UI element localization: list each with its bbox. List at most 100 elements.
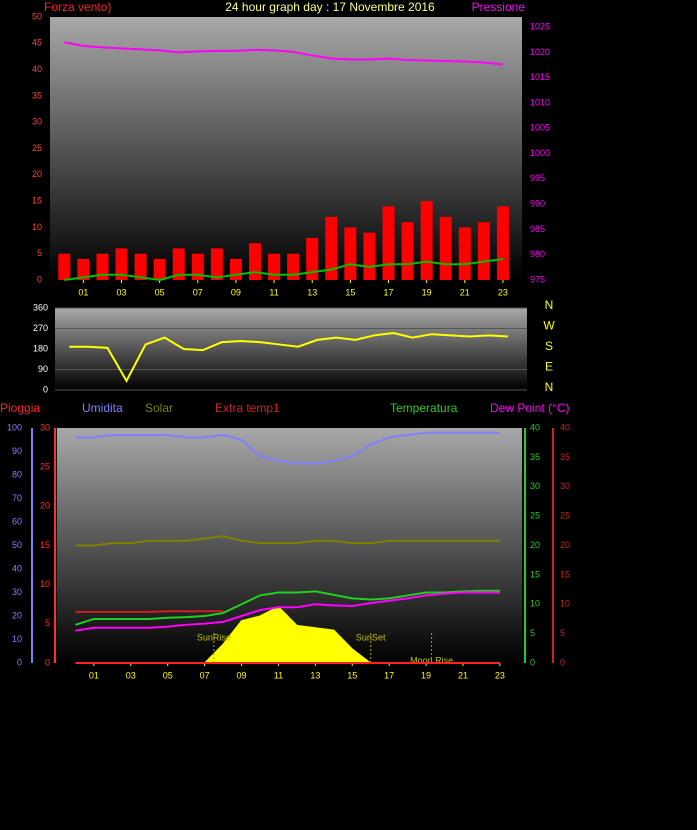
x-tick-label: 15: [345, 287, 355, 297]
y-tick-label: 10: [530, 599, 540, 609]
y-tick-label: 1000: [530, 148, 550, 158]
y-tick-label: 10: [32, 222, 42, 232]
bar: [58, 253, 71, 280]
x-tick-label: 19: [421, 670, 431, 680]
y-tick-label: 15: [32, 195, 42, 205]
y-tick-label: 35: [530, 452, 540, 462]
bar: [153, 258, 166, 280]
bar: [287, 253, 300, 280]
bar: [496, 206, 509, 280]
y-tick-label: 270: [33, 323, 48, 333]
y-tick-label: 1010: [530, 97, 550, 107]
direction-label: N: [545, 380, 554, 394]
y-tick-label: 30: [32, 117, 42, 127]
legend-entry: Pioggia: [0, 401, 40, 415]
legend-entry: Umidita: [82, 401, 123, 415]
y2-axis-label: Pressione: [472, 0, 526, 14]
x-tick-label: 13: [310, 670, 320, 680]
y-tick-label: 35: [560, 452, 570, 462]
y-tick-label: 30: [12, 587, 22, 597]
series-line: [75, 589, 500, 626]
y-tick-label: 15: [40, 540, 50, 550]
y-tick-label: 45: [32, 38, 42, 48]
x-tick-label: 11: [274, 670, 283, 680]
y-tick-label: 80: [12, 469, 22, 479]
y-tick-label: 0: [560, 657, 565, 667]
x-tick-label: 09: [237, 670, 247, 680]
x-tick-label: 05: [155, 287, 165, 297]
y-tick-label: 10: [12, 634, 22, 644]
series-line: [75, 591, 500, 632]
x-tick-label: 07: [193, 287, 203, 297]
annotation: SunSet: [356, 632, 386, 642]
y-tick-label: 0: [530, 657, 535, 667]
y-tick-label: 1015: [530, 72, 550, 82]
x-tick-label: 17: [384, 670, 394, 680]
x-tick-label: 15: [347, 670, 357, 680]
bar: [363, 232, 376, 280]
y-tick-label: 5: [45, 618, 50, 628]
bar: [210, 248, 223, 280]
y-tick-label: 35: [32, 90, 42, 100]
y-tick-label: 15: [560, 569, 570, 579]
y-tick-label: 20: [12, 610, 22, 620]
bar: [306, 237, 319, 280]
direction-label: W: [543, 319, 555, 333]
bar: [77, 258, 90, 280]
y-tick-label: 40: [12, 563, 22, 573]
y-tick-label: 40: [530, 422, 540, 432]
y-tick-label: 25: [40, 462, 50, 472]
bar: [325, 216, 338, 280]
y-tick-label: 20: [40, 501, 50, 511]
y-tick-label: 990: [530, 199, 545, 209]
y-tick-label: 1005: [530, 123, 550, 133]
y-tick-label: 20: [560, 540, 570, 550]
x-tick-label: 01: [89, 670, 99, 680]
x-tick-label: 21: [458, 670, 468, 680]
y-tick-label: 60: [12, 516, 22, 526]
y-tick-label: 985: [530, 224, 545, 234]
y-tick-label: 30: [560, 481, 570, 491]
bar: [191, 253, 204, 280]
x-tick-label: 23: [495, 670, 505, 680]
y-tick-label: 5: [530, 628, 535, 638]
x-tick-label: 01: [78, 287, 88, 297]
y-tick-label: 975: [530, 274, 545, 284]
bar: [134, 253, 147, 280]
y-tick-label: 0: [45, 657, 50, 667]
y-tick-label: 5: [37, 248, 42, 258]
bar: [401, 222, 414, 280]
bar: [420, 201, 433, 280]
direction-label: S: [545, 339, 553, 353]
x-tick-label: 17: [383, 287, 393, 297]
bar: [344, 227, 357, 280]
y-tick-label: 25: [560, 511, 570, 521]
bar: [439, 216, 452, 280]
y-tick-label: 25: [32, 143, 42, 153]
y-tick-label: 1020: [530, 47, 550, 57]
y-tick-label: 40: [560, 422, 570, 432]
y-tick-label: 50: [12, 540, 22, 550]
x-tick-label: 07: [200, 670, 210, 680]
legend-entry: Solar: [145, 401, 173, 415]
legend-entry: Extra temp1: [215, 401, 280, 415]
y-tick-label: 50: [32, 11, 42, 21]
y-tick-label: 180: [33, 343, 48, 353]
x-tick-label: 19: [422, 287, 432, 297]
y-tick-label: 40: [32, 64, 42, 74]
legend-entry: Dew Point (°C): [490, 401, 569, 415]
y-tick-label: 10: [40, 579, 50, 589]
series-line: [75, 610, 224, 613]
y-tick-label: 100: [7, 422, 22, 432]
x-tick-label: 03: [126, 670, 136, 680]
series-line: [64, 257, 504, 282]
bar: [172, 248, 185, 280]
direction-label: E: [545, 360, 553, 374]
y-axis-label: Forza vento): [44, 0, 111, 14]
legend-entry: Temperatura: [390, 401, 458, 415]
bar: [115, 248, 128, 280]
bar: [268, 253, 281, 280]
y-tick-label: 1025: [530, 21, 550, 31]
